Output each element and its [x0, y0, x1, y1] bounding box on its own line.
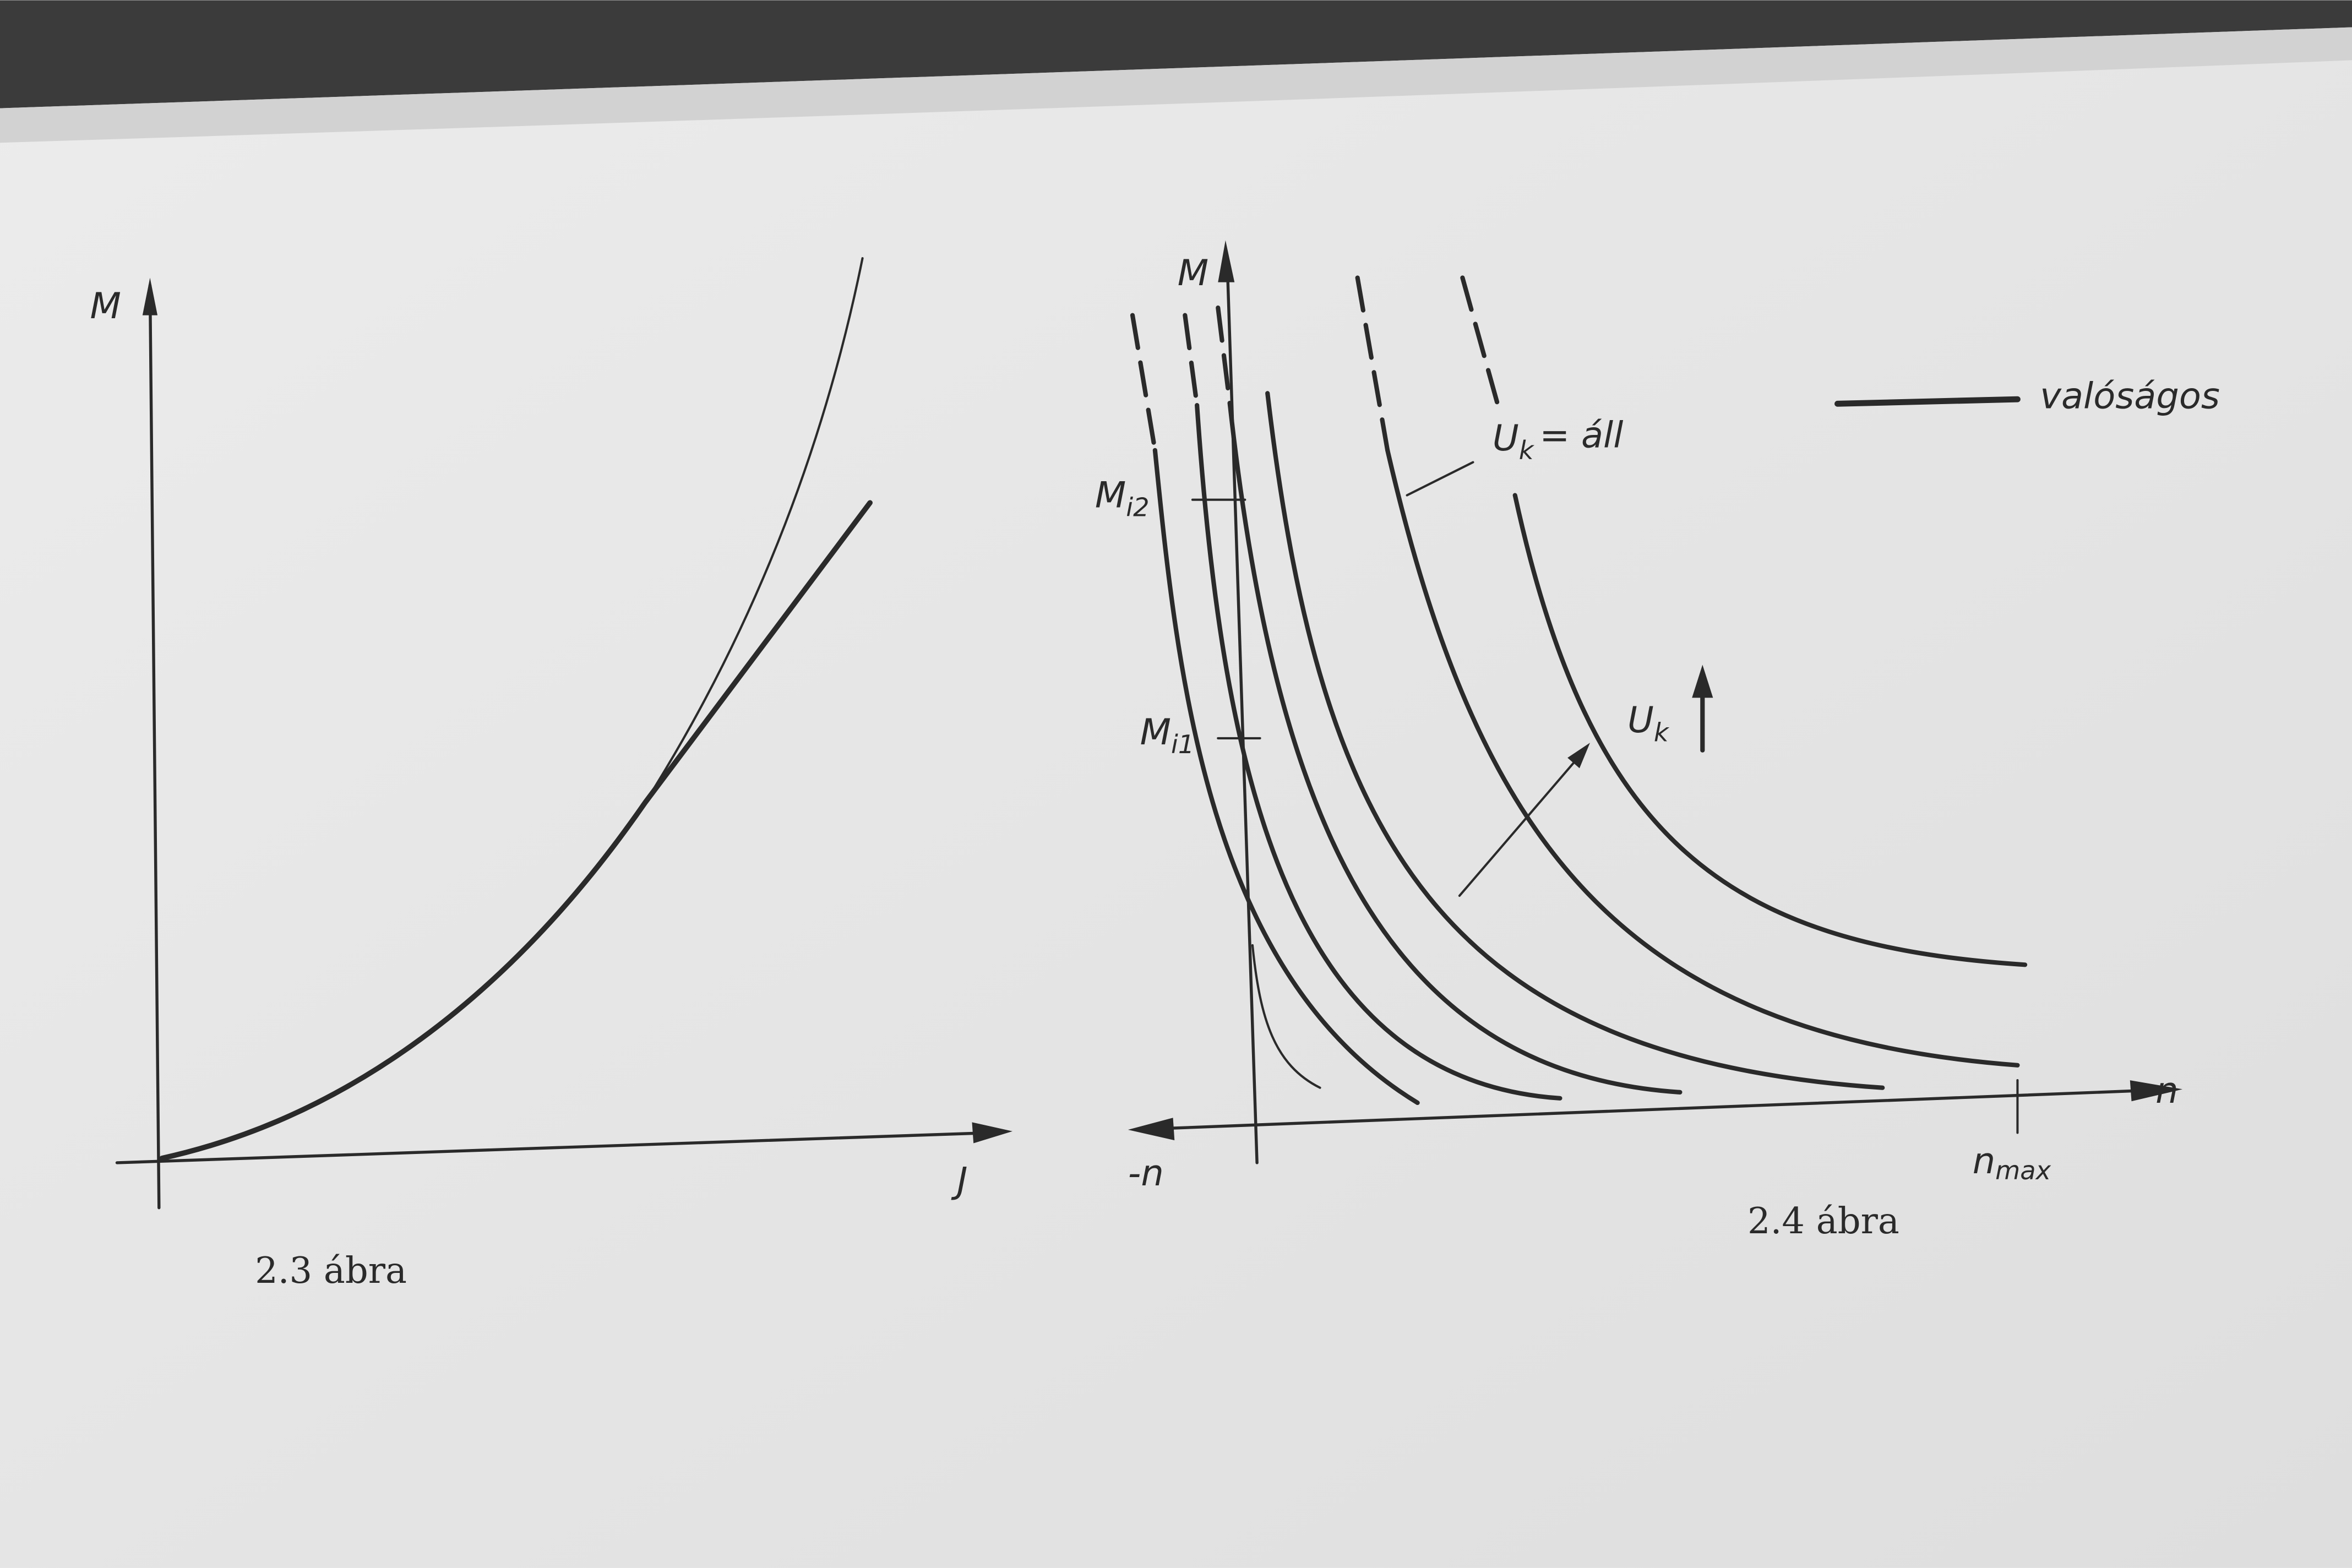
caption: 2.4 ábra: [1747, 1200, 1899, 1242]
x-marker: nmax: [1973, 1140, 2051, 1185]
label-sub: max: [1995, 1156, 2051, 1185]
label-main: M: [1140, 711, 1171, 753]
label-main: n: [1973, 1140, 1995, 1182]
arrow-head: [1692, 665, 1713, 698]
arrow-head: [1128, 1118, 1175, 1141]
arrow-head: [972, 1122, 1013, 1144]
x-axis-negative-label: -n: [1128, 1152, 1164, 1194]
label-main: M: [1095, 474, 1126, 516]
label-rest: = áll: [1539, 414, 1623, 456]
curve: [1385, 448, 2020, 1068]
figure-2-3: M J 2.3 ábra: [90, 257, 1013, 1292]
curve: [1512, 493, 2028, 967]
y-axis-label: M: [90, 285, 121, 327]
arrow-head: [1218, 240, 1235, 282]
curve: [644, 257, 864, 804]
curve: [1195, 402, 1562, 1101]
curve: [1152, 448, 1420, 1106]
label-main: U: [1627, 699, 1654, 741]
curve: [1251, 944, 1321, 1089]
legend-line: [1834, 396, 2021, 407]
label-sub: i2: [1126, 493, 1149, 522]
annotation: Uk: [1627, 699, 1670, 747]
curve: [1227, 402, 1683, 1095]
dash: [1130, 313, 1157, 453]
y-axis-label: M: [1178, 252, 1208, 294]
dash: [1355, 275, 1390, 453]
label-main: U: [1493, 417, 1519, 459]
page-edge: [0, 0, 2352, 108]
marker-label: Mi1: [1140, 711, 1195, 759]
page-shadow: [0, 27, 2352, 143]
y-axis: [148, 284, 161, 1210]
x-axis: [1168, 1089, 2139, 1130]
pointer: [1406, 461, 1474, 497]
caption: 2.3 ábra: [255, 1250, 407, 1292]
arrow-head: [142, 277, 158, 315]
dashed-asymptotes: [1130, 275, 1502, 453]
dash: [1183, 313, 1200, 408]
arrow: [1458, 756, 1580, 897]
x-axis: [115, 1131, 992, 1164]
label-sub: i1: [1171, 729, 1194, 759]
annotation: Uk = áll: [1493, 414, 1624, 465]
curve: [159, 500, 873, 1161]
curve: [1265, 391, 1885, 1090]
figure-2-4: M n -n nmax Mi2 Mi1 Uk = áll Uk valóságos…: [1095, 240, 2220, 1242]
label-sub: k: [1654, 717, 1670, 747]
x-axis-label: n: [2155, 1070, 2178, 1112]
marker-label: Mi2: [1095, 474, 1150, 522]
dash: [1216, 305, 1233, 408]
legend-label: valóságos: [2040, 375, 2220, 417]
label-sub: k: [1519, 435, 1535, 465]
dash: [1460, 275, 1502, 415]
arrow-head: [2130, 1080, 2183, 1102]
arrow-head: [1567, 743, 1590, 769]
